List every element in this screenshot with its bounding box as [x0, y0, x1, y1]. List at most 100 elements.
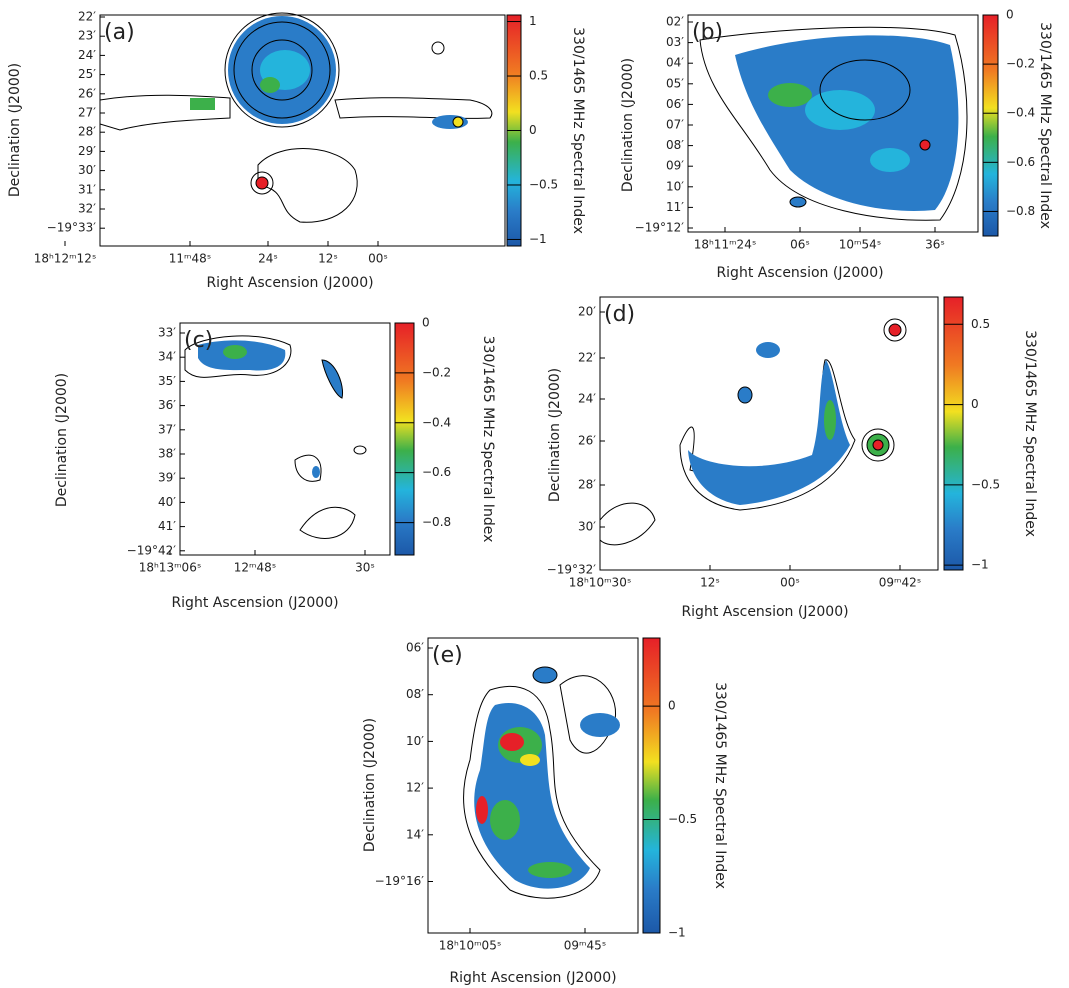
- map-feature: [580, 713, 620, 737]
- y-axis-label: Declination (J2000): [54, 373, 70, 507]
- map-feature: [789, 196, 807, 208]
- y-tick-label: 37′: [158, 422, 176, 436]
- colorbar-tick-label: 0: [422, 316, 430, 330]
- y-axis-label: Declination (J2000): [7, 63, 23, 197]
- colorbar-tick-label: −0.8: [422, 515, 451, 529]
- y-axis-label: Declination (J2000): [362, 718, 378, 852]
- map-feature: [861, 428, 895, 462]
- y-tick-label: 05′: [666, 76, 684, 90]
- panel-label: (d): [604, 302, 635, 327]
- x-axis-label: Right Ascension (J2000): [171, 595, 338, 611]
- x-tick-label: 12ˢ: [318, 252, 338, 266]
- y-tick-label: −19°42′: [127, 543, 177, 557]
- plot-frame: [599, 296, 939, 571]
- colorbar-tick-label: 0: [1006, 8, 1014, 22]
- map-feature: [294, 454, 322, 482]
- colorbar-tick-label: 0.5: [971, 317, 990, 331]
- map-feature: [224, 12, 340, 128]
- colorbar-tick-label: −0.4: [422, 415, 451, 429]
- map-feature: [819, 59, 911, 121]
- map-feature: [255, 176, 269, 190]
- x-axis-label: Right Ascension (J2000): [206, 275, 373, 291]
- y-tick-label: −19°12′: [635, 221, 685, 235]
- plot-frame: [427, 637, 639, 934]
- colorbar-tick-label: −0.6: [422, 465, 451, 479]
- y-tick-label: 23′: [78, 29, 96, 43]
- y-tick-label: 30′: [578, 520, 596, 534]
- x-tick-label: 18ʰ13ᵐ06ˢ: [139, 561, 202, 575]
- colorbar-tick-label: 0: [668, 699, 676, 713]
- x-tick-label: 18ʰ11ᵐ24ˢ: [694, 238, 757, 252]
- y-tick-label: 24′: [78, 48, 96, 62]
- x-tick-label: 24ˢ: [258, 252, 278, 266]
- y-tick-label: 04′: [666, 56, 684, 70]
- panel-label: (c): [184, 328, 213, 353]
- y-tick-label: 09′: [666, 159, 684, 173]
- map-feature: [251, 39, 313, 101]
- y-tick-label: 06′: [406, 641, 424, 655]
- x-axis-label: Right Ascension (J2000): [449, 970, 616, 986]
- map-feature: [257, 148, 358, 223]
- y-tick-label: 35′: [158, 374, 176, 388]
- map-feature: [99, 94, 231, 131]
- colorbar-tick-label: −1: [668, 926, 686, 940]
- colorbar-tick-label: −0.2: [422, 365, 451, 379]
- x-tick-label: 06ˢ: [790, 238, 810, 252]
- map-feature: [299, 506, 356, 539]
- colorbar-tick-label: 0: [971, 397, 979, 411]
- y-tick-label: 02′: [666, 15, 684, 29]
- map-feature: [431, 41, 445, 55]
- map-feature: [756, 342, 780, 358]
- map-feature: [805, 90, 875, 130]
- map-feature: [520, 754, 540, 766]
- y-tick-label: 25′: [78, 67, 96, 81]
- colorbar-label: 330/1465 MHz Spectral Index: [570, 27, 586, 234]
- map-feature: [919, 139, 931, 151]
- y-tick-label: 07′: [666, 118, 684, 132]
- colorbar-tick-label: 0.5: [529, 69, 548, 83]
- map-feature: [260, 77, 280, 93]
- colorbar: [394, 322, 415, 556]
- x-tick-label: 10ᵐ54ˢ: [839, 238, 882, 252]
- x-tick-label: 30ˢ: [355, 561, 375, 575]
- colorbar: [943, 296, 964, 571]
- colorbar: [642, 637, 661, 934]
- colorbar-tick-label: −0.6: [1006, 155, 1035, 169]
- map-feature: [463, 685, 601, 899]
- y-tick-label: 08′: [406, 687, 424, 701]
- x-tick-label: 36ˢ: [925, 238, 945, 252]
- x-tick-label: 18ʰ10ᵐ30ˢ: [569, 576, 632, 590]
- colorbar-tick-label: 1: [529, 14, 537, 28]
- colorbar-label: 330/1465 MHz Spectral Index: [1022, 330, 1038, 537]
- map-feature: [334, 97, 493, 119]
- y-tick-label: 22′: [578, 351, 596, 365]
- map-feature: [883, 318, 907, 342]
- y-tick-label: 31′: [78, 182, 96, 196]
- x-tick-label: 18ʰ10ᵐ05ˢ: [439, 939, 502, 953]
- x-tick-label: 12ˢ: [700, 576, 720, 590]
- y-tick-label: 10′: [666, 179, 684, 193]
- map-feature: [679, 359, 856, 511]
- y-tick-label: 28′: [578, 478, 596, 492]
- map-feature: [870, 148, 910, 172]
- map-feature: [452, 116, 464, 128]
- y-tick-label: 06′: [666, 97, 684, 111]
- map-feature: [490, 800, 520, 840]
- map-feature: [353, 445, 367, 455]
- y-tick-label: 29′: [78, 144, 96, 158]
- y-tick-label: 39′: [158, 471, 176, 485]
- map-feature: [528, 862, 572, 878]
- x-tick-label: 18ʰ12ᵐ12ˢ: [34, 252, 97, 266]
- y-tick-label: 14′: [406, 827, 424, 841]
- x-tick-label: 00ˢ: [780, 576, 800, 590]
- map-feature: [699, 26, 968, 221]
- y-tick-label: 32′: [78, 202, 96, 216]
- map-feature: [223, 345, 247, 359]
- x-tick-label: 00ˢ: [368, 252, 388, 266]
- y-tick-label: 08′: [666, 138, 684, 152]
- y-tick-label: 26′: [578, 434, 596, 448]
- x-tick-label: 12ᵐ48ˢ: [234, 561, 277, 575]
- map-feature: [312, 466, 320, 478]
- y-tick-label: 40′: [158, 495, 176, 509]
- x-tick-label: 11ᵐ48ˢ: [169, 252, 212, 266]
